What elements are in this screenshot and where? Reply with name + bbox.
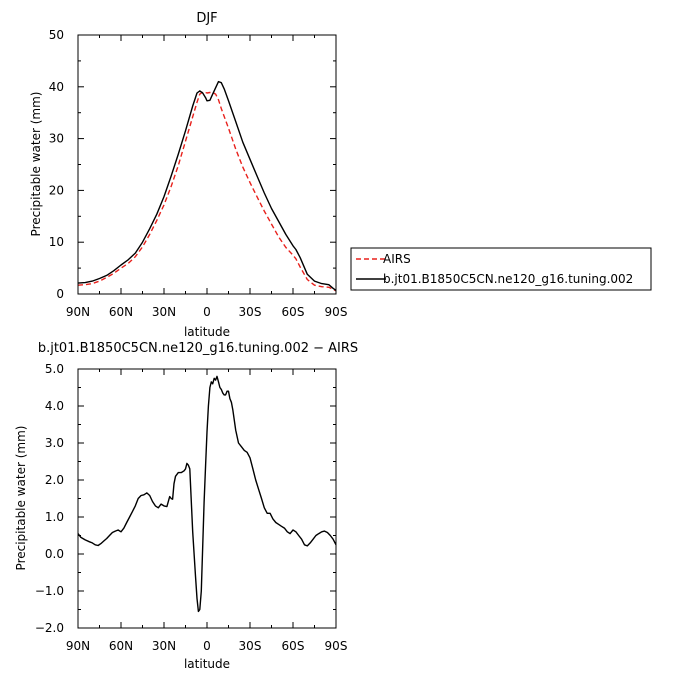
legend-label-model: b.jt01.B1850C5CN.ne120_g16.tuning.002 (383, 272, 633, 286)
bottom-x-tick-label: 30N (152, 639, 176, 653)
bottom-x-tick-label: 90N (66, 639, 90, 653)
top-y-axis-label: Precipitable water (mm) (29, 92, 43, 237)
top-y-tick-label: 40 (49, 80, 64, 94)
bottom-panel: b.jt01.B1850C5CN.ne120_g16.tuning.002 − … (14, 341, 358, 671)
legend-box (350, 247, 652, 291)
top-x-tick-label: 60N (109, 305, 133, 319)
top-y-tick-label: 20 (49, 183, 64, 197)
top-chart-title: DJF (196, 11, 217, 26)
bottom-x-axis-label: latitude (184, 657, 230, 671)
top-x-tick-label: 90N (66, 305, 90, 319)
top-series-line-airs (77, 91, 337, 292)
bottom-x-tick-label: 90S (325, 639, 348, 653)
bottom-y-tick-label: 4.0 (45, 399, 64, 413)
bottom-y-tick-label: 1.0 (45, 510, 64, 524)
top-x-tick-label: 30S (239, 305, 262, 319)
top-panel: DJF latitude Precipitable water (mm) AIR… (29, 11, 652, 339)
bottom-plot-frame (77, 368, 337, 629)
bottom-y-axis-label: Precipitable water (mm) (14, 426, 28, 571)
bottom-y-tick-label: −2.0 (35, 621, 64, 635)
bottom-y-tick-label: 5.0 (45, 362, 64, 376)
bottom-chart-title: b.jt01.B1850C5CN.ne120_g16.tuning.002 − … (38, 341, 358, 356)
top-x-tick-label: 60S (282, 305, 305, 319)
top-x-tick-label: 30N (152, 305, 176, 319)
top-y-tick-label: 30 (49, 132, 64, 146)
bottom-y-tick-label: 3.0 (45, 436, 64, 450)
legend-label-airs: AIRS (383, 252, 411, 266)
bottom-x-tick-label: 30S (239, 639, 262, 653)
top-x-tick-label: 90S (325, 305, 348, 319)
bottom-y-tick-label: −1.0 (35, 584, 64, 598)
top-y-tick-label: 0 (56, 287, 64, 301)
bottom-x-tick-label: 60N (109, 639, 133, 653)
legend: AIRS b.jt01.B1850C5CN.ne120_g16.tuning.0… (350, 247, 652, 291)
top-y-tick-label: 50 (49, 28, 64, 42)
bottom-y-tick-label: 0.0 (45, 547, 64, 561)
bottom-x-tick-label: 0 (203, 639, 211, 653)
bottom-x-tick-label: 60S (282, 639, 305, 653)
top-series-line-model (77, 80, 337, 291)
top-plot-frame (77, 34, 337, 295)
top-x-axis-label: latitude (184, 325, 230, 339)
bottom-series-line-difference (77, 375, 337, 613)
top-x-tick-label: 0 (203, 305, 211, 319)
top-y-tick-label: 10 (49, 235, 64, 249)
bottom-y-tick-label: 2.0 (45, 473, 64, 487)
